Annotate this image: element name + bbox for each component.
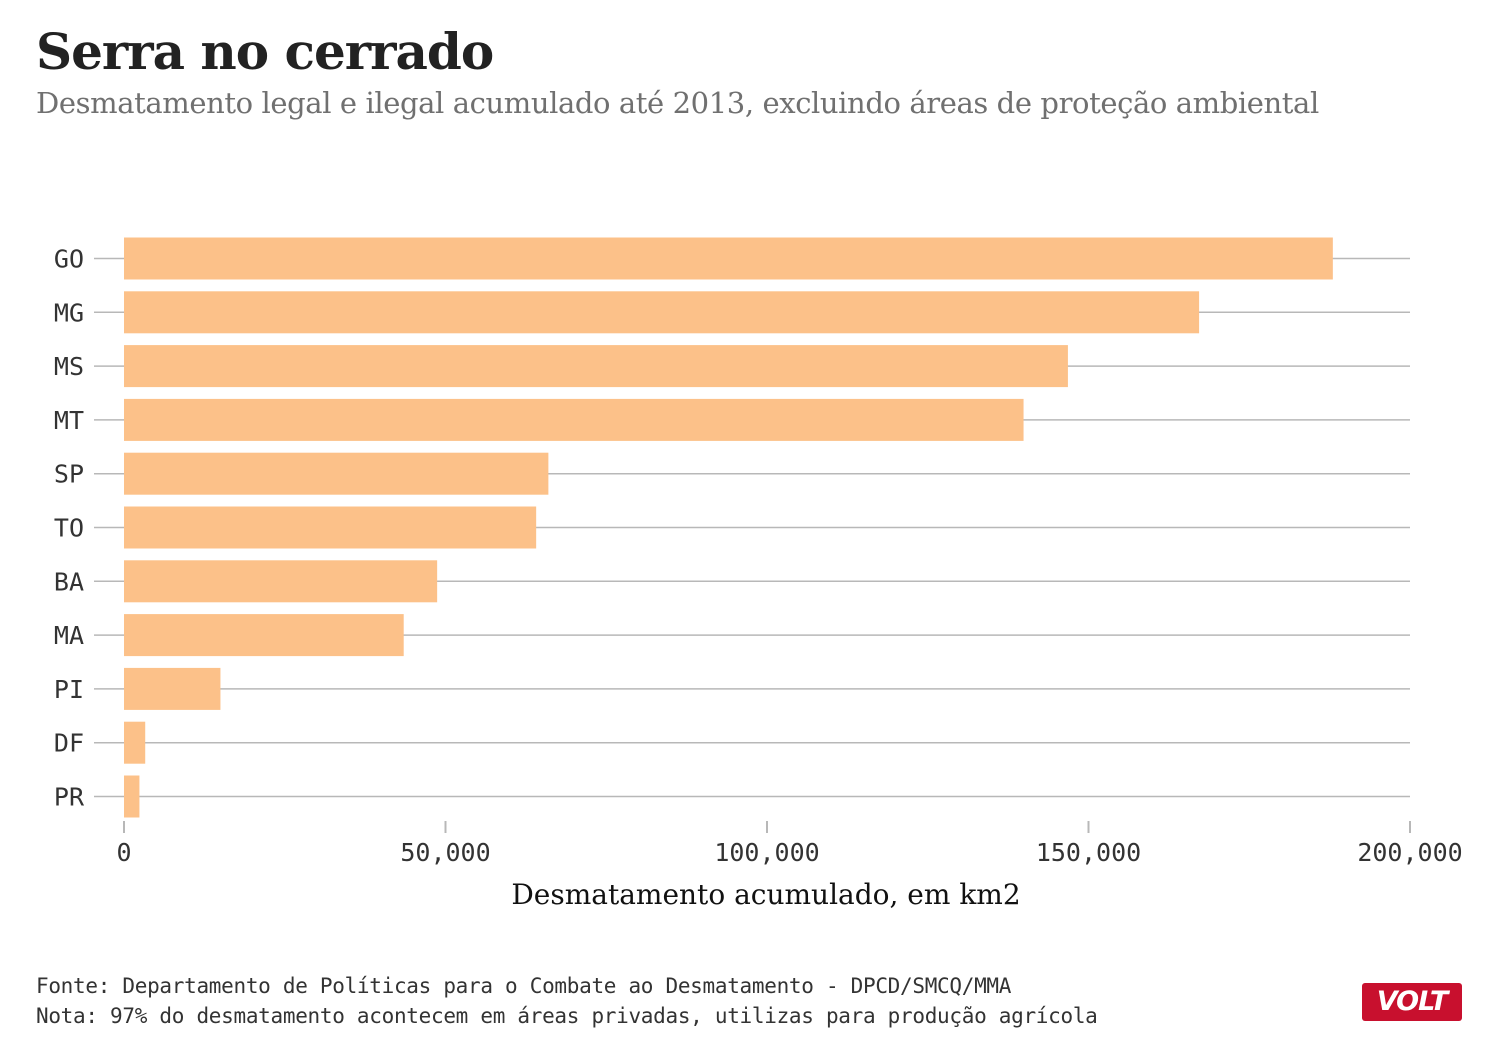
bar-ma — [124, 614, 404, 657]
footnote: Nota: 97% do desmatamento acontecem em á… — [36, 1004, 1098, 1028]
bar-df — [124, 721, 146, 764]
bar-mg — [124, 291, 1200, 334]
volt-logo: VOLT — [1362, 983, 1462, 1021]
bar-go — [124, 237, 1333, 280]
category-label-df: DF — [54, 729, 84, 758]
chart-subtitle: Desmatamento legal e ilegal acumulado at… — [36, 86, 1319, 120]
chart-title: Serra no cerrado — [36, 22, 494, 81]
category-labels: GO MG MS MT SP TO BA MA PI DF PR — [54, 245, 85, 812]
x-axis-title: Desmatamento acumulado, em km2 — [511, 878, 1020, 911]
category-label-pr: PR — [54, 783, 85, 812]
bars — [124, 237, 1333, 818]
category-label-sp: SP — [54, 460, 84, 489]
category-label-ba: BA — [54, 567, 84, 596]
bar-to — [124, 506, 537, 549]
x-tick-label: 200,000 — [1357, 838, 1462, 867]
category-label-ms: MS — [54, 352, 84, 381]
x-tick-label: 0 — [116, 838, 131, 867]
source-note: Fonte: Departamento de Políticas para o … — [36, 974, 1012, 998]
bar-sp — [124, 452, 549, 495]
x-axis-ticks: 0 50,000 100,000 150,000 200,000 — [116, 821, 1463, 867]
bar-pi — [124, 667, 221, 710]
x-tick-label: 100,000 — [714, 838, 819, 867]
bar-mt — [124, 398, 1024, 441]
category-label-pi: PI — [54, 675, 84, 704]
category-label-ma: MA — [54, 621, 84, 650]
category-label-mg: MG — [54, 298, 84, 327]
x-tick-label: 150,000 — [1036, 838, 1141, 867]
category-label-mt: MT — [54, 406, 84, 435]
bar-ms — [124, 345, 1068, 388]
bar-ba — [124, 560, 438, 603]
bar-pr — [124, 775, 140, 818]
category-label-go: GO — [54, 245, 84, 274]
x-tick-label: 50,000 — [400, 838, 490, 867]
category-label-to: TO — [54, 514, 84, 543]
